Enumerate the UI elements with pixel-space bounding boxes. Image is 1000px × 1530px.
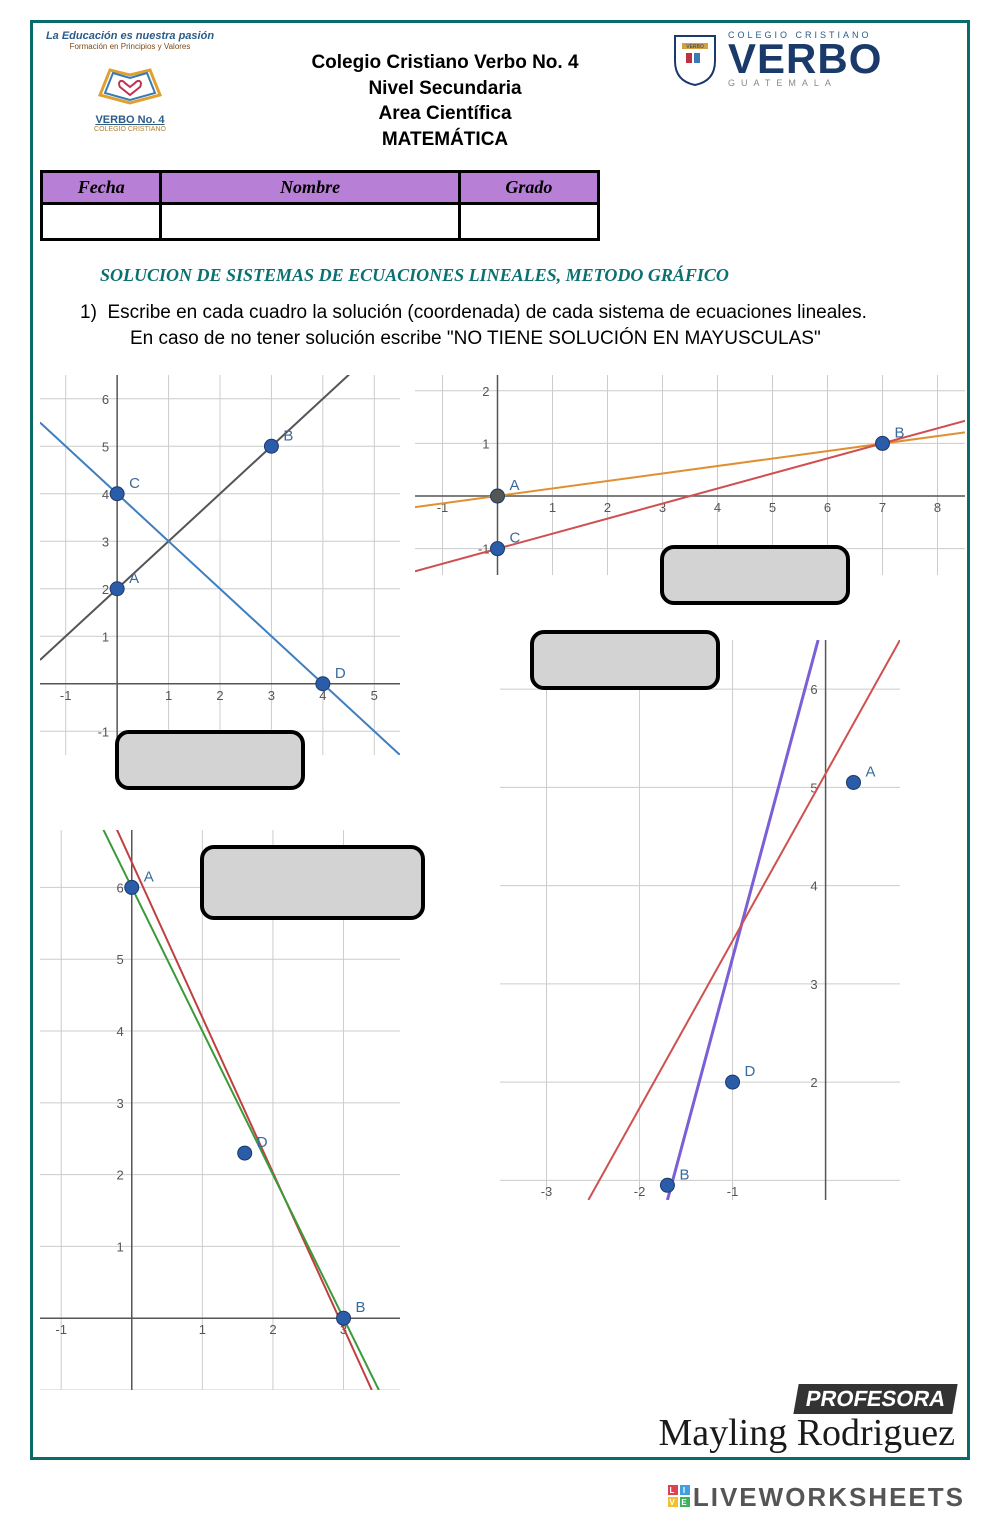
svg-text:4: 4 bbox=[714, 500, 721, 515]
svg-text:-1: -1 bbox=[98, 724, 110, 739]
svg-text:2: 2 bbox=[810, 1075, 817, 1090]
svg-text:D: D bbox=[335, 665, 346, 682]
svg-text:2: 2 bbox=[269, 1322, 276, 1337]
svg-text:B: B bbox=[356, 1299, 366, 1316]
answer-box-4[interactable] bbox=[530, 630, 720, 690]
svg-text:2: 2 bbox=[102, 582, 109, 597]
svg-text:5: 5 bbox=[102, 439, 109, 454]
svg-text:3: 3 bbox=[810, 977, 817, 992]
svg-text:1: 1 bbox=[482, 436, 489, 451]
teacher-name: Mayling Rodriguez bbox=[658, 1412, 955, 1454]
header-nombre: Nombre bbox=[161, 172, 459, 204]
svg-text:D: D bbox=[745, 1063, 756, 1080]
svg-text:-2: -2 bbox=[634, 1184, 646, 1199]
logo-sublabel: COLEGIO CRISTIANO bbox=[40, 126, 220, 133]
svg-text:A: A bbox=[865, 763, 875, 780]
svg-text:5: 5 bbox=[371, 688, 378, 703]
svg-text:6: 6 bbox=[117, 880, 124, 895]
svg-text:1: 1 bbox=[165, 688, 172, 703]
svg-text:A: A bbox=[510, 477, 520, 494]
svg-text:B: B bbox=[679, 1166, 689, 1183]
svg-text:4: 4 bbox=[117, 1024, 124, 1039]
header-grado: Grado bbox=[459, 172, 598, 204]
svg-text:6: 6 bbox=[824, 500, 831, 515]
svg-text:5: 5 bbox=[117, 952, 124, 967]
teacher-label: PROFESORA bbox=[793, 1384, 958, 1414]
svg-text:V: V bbox=[669, 1498, 676, 1507]
answer-box-2[interactable] bbox=[660, 545, 850, 605]
svg-text:2: 2 bbox=[216, 688, 223, 703]
svg-text:C: C bbox=[129, 475, 140, 492]
svg-text:-1: -1 bbox=[727, 1184, 739, 1199]
shield-icon: VERBO bbox=[670, 31, 720, 86]
svg-text:A: A bbox=[144, 868, 154, 885]
watermark: L I V E LIVEWORKSHEETS bbox=[667, 1482, 965, 1515]
student-info-table: Fecha Nombre Grado bbox=[40, 170, 600, 241]
answer-box-3[interactable] bbox=[200, 845, 425, 920]
section-title: SOLUCION DE SISTEMAS DE ECUACIONES LINEA… bbox=[100, 265, 729, 286]
svg-text:-1: -1 bbox=[60, 688, 72, 703]
signature: PROFESORA Mayling Rodriguez bbox=[658, 1384, 955, 1455]
svg-text:1: 1 bbox=[199, 1322, 206, 1337]
svg-text:3: 3 bbox=[117, 1096, 124, 1111]
svg-text:B: B bbox=[895, 424, 905, 441]
svg-text:4: 4 bbox=[102, 487, 109, 502]
liveworksheets-icon: L I V E bbox=[667, 1484, 691, 1515]
header: La Educación es nuestra pasión Formación… bbox=[40, 30, 960, 160]
svg-text:1: 1 bbox=[549, 500, 556, 515]
svg-text:I: I bbox=[683, 1486, 687, 1495]
svg-text:-3: -3 bbox=[541, 1184, 553, 1199]
svg-text:6: 6 bbox=[102, 392, 109, 407]
svg-text:B: B bbox=[283, 427, 293, 444]
input-nombre[interactable] bbox=[161, 204, 459, 240]
svg-text:3: 3 bbox=[102, 534, 109, 549]
chart-4: -3-2-123456ABD bbox=[500, 640, 900, 1200]
svg-text:-1: -1 bbox=[55, 1322, 67, 1337]
svg-text:C: C bbox=[510, 530, 521, 547]
logo-tagline: La Educación es nuestra pasión bbox=[40, 30, 220, 42]
svg-text:D: D bbox=[257, 1134, 268, 1151]
verbo-wordmark: COLEGIO CRISTIANO VERBO GUATEMALA bbox=[728, 30, 882, 88]
svg-text:4: 4 bbox=[810, 879, 817, 894]
input-fecha[interactable] bbox=[42, 204, 161, 240]
answer-box-1[interactable] bbox=[115, 730, 305, 790]
svg-text:7: 7 bbox=[879, 500, 886, 515]
svg-text:VERBO: VERBO bbox=[686, 44, 704, 50]
svg-text:5: 5 bbox=[769, 500, 776, 515]
document-title: Colegio Cristiano Verbo No. 4 Nivel Secu… bbox=[220, 50, 670, 153]
svg-text:3: 3 bbox=[268, 688, 275, 703]
svg-text:6: 6 bbox=[810, 682, 817, 697]
svg-text:1: 1 bbox=[117, 1239, 124, 1254]
svg-text:2: 2 bbox=[482, 384, 489, 399]
header-fecha: Fecha bbox=[42, 172, 161, 204]
input-grado[interactable] bbox=[459, 204, 598, 240]
logo-label: VERBO No. 4 bbox=[40, 114, 220, 126]
svg-text:L: L bbox=[669, 1486, 676, 1495]
svg-text:2: 2 bbox=[117, 1168, 124, 1183]
question-text: 1) Escribe en cada cuadro la solución (c… bbox=[80, 300, 950, 351]
logo-subtag: Formación en Principios y Valores bbox=[40, 42, 220, 51]
book-heart-icon bbox=[90, 55, 170, 110]
svg-text:A: A bbox=[129, 570, 139, 587]
svg-text:2: 2 bbox=[604, 500, 611, 515]
logo-left: La Educación es nuestra pasión Formación… bbox=[40, 30, 220, 133]
logo-right: VERBO COLEGIO CRISTIANO VERBO GUATEMALA bbox=[670, 30, 960, 88]
svg-text:8: 8 bbox=[934, 500, 941, 515]
chart-1: -112345-1123456ABCD bbox=[40, 375, 400, 755]
svg-text:1: 1 bbox=[102, 629, 109, 644]
svg-text:E: E bbox=[681, 1498, 688, 1507]
